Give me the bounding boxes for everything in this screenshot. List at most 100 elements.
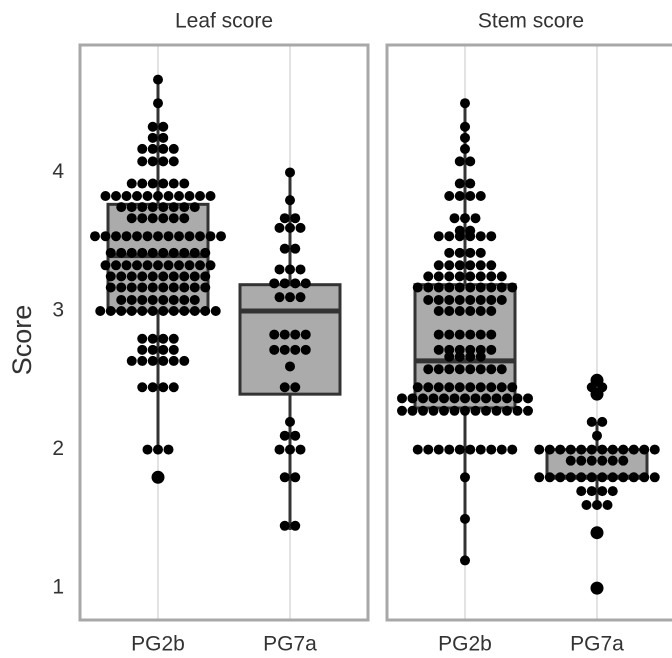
point xyxy=(279,472,290,483)
point xyxy=(475,191,486,202)
point xyxy=(158,156,169,167)
point xyxy=(470,405,481,416)
point xyxy=(460,132,470,143)
point xyxy=(147,294,158,305)
point xyxy=(126,213,137,224)
panel-border xyxy=(78,43,370,622)
point xyxy=(126,306,137,317)
point xyxy=(465,329,476,340)
point xyxy=(290,243,301,254)
point xyxy=(433,344,444,355)
point xyxy=(597,472,608,483)
point xyxy=(444,231,455,242)
point xyxy=(407,393,418,404)
point xyxy=(137,202,148,213)
point xyxy=(444,191,455,202)
point xyxy=(496,294,507,305)
point xyxy=(285,222,295,233)
point xyxy=(285,292,295,303)
point xyxy=(460,121,470,132)
point xyxy=(576,486,587,497)
point xyxy=(168,344,179,355)
point xyxy=(295,264,306,275)
point xyxy=(444,247,455,258)
point xyxy=(285,167,295,178)
point xyxy=(142,231,153,242)
point xyxy=(423,294,434,305)
point xyxy=(433,306,444,317)
point xyxy=(428,393,439,404)
point xyxy=(132,260,142,271)
point xyxy=(158,132,169,143)
point xyxy=(475,306,486,317)
point xyxy=(592,430,602,441)
point xyxy=(618,455,629,466)
point xyxy=(290,382,301,393)
point xyxy=(174,260,184,271)
point xyxy=(502,393,512,404)
outlier xyxy=(590,581,604,595)
point xyxy=(126,202,137,213)
point xyxy=(444,382,455,393)
y-tick-label: 1 xyxy=(52,576,64,599)
point xyxy=(126,282,137,293)
point xyxy=(179,355,190,366)
point xyxy=(116,282,127,293)
point xyxy=(449,405,460,416)
point xyxy=(486,444,497,455)
point xyxy=(279,213,290,224)
point xyxy=(602,500,613,510)
point xyxy=(179,178,190,189)
point xyxy=(412,444,423,455)
point xyxy=(465,247,476,258)
point xyxy=(126,355,137,366)
point xyxy=(116,247,127,258)
point xyxy=(444,351,455,362)
y-axis-label: Score xyxy=(7,305,37,376)
point xyxy=(168,294,179,305)
point xyxy=(544,472,555,483)
point xyxy=(507,444,518,455)
point xyxy=(195,231,205,242)
point xyxy=(412,282,423,293)
facet-title: Stem score xyxy=(478,10,584,33)
point xyxy=(100,191,111,202)
point xyxy=(433,364,444,375)
point xyxy=(444,260,455,271)
point xyxy=(158,294,169,305)
point xyxy=(465,351,476,362)
point xyxy=(184,231,195,242)
point xyxy=(586,382,597,393)
point xyxy=(475,271,486,282)
point xyxy=(205,260,216,271)
point xyxy=(512,405,523,416)
point xyxy=(418,405,428,416)
point xyxy=(295,222,306,233)
point xyxy=(523,405,533,416)
point xyxy=(512,393,523,404)
point xyxy=(147,355,158,366)
point xyxy=(565,444,576,455)
point xyxy=(142,444,153,455)
point xyxy=(168,382,179,393)
point xyxy=(639,444,650,455)
point xyxy=(163,231,174,242)
point xyxy=(433,382,444,393)
point xyxy=(496,282,507,293)
point xyxy=(444,282,455,293)
point xyxy=(105,247,116,258)
point xyxy=(465,382,476,393)
x-tick-label: PG7a xyxy=(263,633,317,656)
point xyxy=(444,329,455,340)
point xyxy=(433,271,444,282)
point xyxy=(285,264,295,275)
point xyxy=(597,486,608,497)
point xyxy=(147,333,158,344)
point xyxy=(618,444,629,455)
x-tick-label: PG7a xyxy=(570,633,624,656)
point xyxy=(168,178,179,189)
point xyxy=(116,202,127,213)
point xyxy=(586,472,597,483)
point xyxy=(475,260,486,271)
point xyxy=(433,329,444,340)
